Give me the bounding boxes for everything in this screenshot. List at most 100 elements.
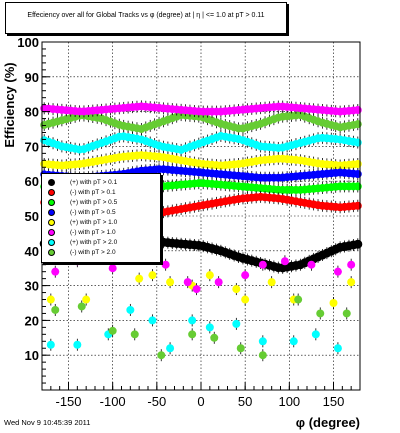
sparse-point <box>51 265 60 278</box>
legend-label: (+) with pT > 0.5 <box>70 199 118 206</box>
data-point <box>353 138 362 147</box>
x-tick-label: 0 <box>197 394 204 409</box>
sparse-point <box>333 265 342 278</box>
data-point <box>241 295 250 304</box>
data-point <box>316 309 325 318</box>
y-tick-label: 70 <box>25 139 39 154</box>
y-tick-label: 30 <box>25 279 39 294</box>
data-point <box>108 326 117 335</box>
chart-title-box: Effeciency over all for Global Tracks vs… <box>5 2 287 34</box>
data-point <box>166 344 175 353</box>
legend-marker-icon <box>48 249 55 256</box>
sparse-point <box>183 276 192 289</box>
axis-layer: -150 -100 -50 0 50 100 150 10 20 30 40 50 60 70 80 90 10… <box>17 35 361 409</box>
data-point <box>77 302 86 311</box>
data-point <box>289 337 298 346</box>
data-point <box>192 285 201 294</box>
sparse-point <box>108 262 117 275</box>
data-point <box>347 278 356 287</box>
data-point <box>241 271 250 280</box>
data-point <box>73 340 82 349</box>
sparse-point <box>188 314 197 327</box>
y-tick-label: 80 <box>25 105 39 120</box>
data-point <box>333 267 342 276</box>
sparse-point <box>347 258 356 271</box>
sparse-point <box>188 328 197 341</box>
data-point <box>108 264 117 273</box>
data-point <box>232 285 241 294</box>
sparse-point <box>126 303 135 316</box>
sparse-point <box>130 328 139 341</box>
data-point <box>353 182 362 191</box>
sparse-point <box>232 283 241 296</box>
sparse-point <box>148 314 157 327</box>
data-point <box>353 239 363 249</box>
data-point <box>188 330 197 339</box>
data-point <box>307 260 316 269</box>
data-point <box>347 260 356 269</box>
legend-label: (+) with pT > 0.1 <box>70 179 118 186</box>
data-point <box>205 323 214 332</box>
data-point <box>353 159 362 168</box>
y-tick-label: 40 <box>25 244 39 259</box>
sparse-point <box>46 293 55 306</box>
sparse-point <box>241 293 250 306</box>
sparse-point <box>258 258 267 271</box>
timestamp: Wed Nov 9 10:45:39 2011 <box>4 418 91 427</box>
y-tick-label: 10 <box>25 348 39 363</box>
data-point <box>329 299 338 307</box>
y-tick-label: 90 <box>25 70 39 85</box>
data-point <box>353 170 362 179</box>
sparse-point <box>294 293 303 306</box>
y-tick-label: 50 <box>25 209 39 224</box>
data-point <box>353 201 362 210</box>
legend-label: (-) with pT > 0.5 <box>70 209 116 216</box>
x-tick-label: -50 <box>147 394 166 409</box>
data-point <box>183 278 192 287</box>
sparse-point <box>77 300 86 313</box>
sparse-point <box>205 269 214 282</box>
sparse-point <box>329 297 338 309</box>
sparse-point <box>258 349 267 362</box>
data-point <box>161 260 170 269</box>
sparse-point <box>135 272 144 285</box>
sparse-point <box>280 255 289 268</box>
data-point <box>148 271 157 280</box>
sparse-point <box>210 331 219 344</box>
data-point <box>157 351 166 360</box>
data-point <box>258 337 267 346</box>
legend-marker-icon <box>48 219 55 226</box>
data-point <box>280 257 289 266</box>
sparse-point <box>157 349 166 362</box>
data-point <box>166 278 175 287</box>
sparse-point <box>192 283 201 296</box>
sparse-point <box>236 342 245 355</box>
sparse-point <box>108 324 117 337</box>
x-tick-label: -150 <box>55 394 81 409</box>
sparse-point <box>333 342 342 355</box>
data-point <box>135 274 144 283</box>
legend-marker-icon <box>48 209 55 216</box>
sparse-point <box>311 328 320 341</box>
data-point <box>353 120 362 129</box>
sparse-point <box>51 303 60 316</box>
sparse-point <box>214 276 223 289</box>
legend-label: (-) with pT > 0.1 <box>70 189 116 196</box>
sparse-point <box>241 269 250 282</box>
legend-label: (-) with pT > 1.0 <box>70 229 116 236</box>
sparse-point <box>267 276 276 289</box>
y-tick-label: 100 <box>17 35 39 50</box>
sparse-point <box>232 317 241 330</box>
legend-marker-icon <box>48 239 55 246</box>
y-tick-label: 20 <box>25 313 39 328</box>
data-point <box>205 271 214 280</box>
data-point <box>210 333 219 342</box>
data-point <box>51 267 60 276</box>
data-point <box>236 344 245 353</box>
data-point <box>188 316 197 325</box>
legend-marker-icon <box>48 179 55 186</box>
sparse-point <box>205 321 214 334</box>
sparse-point <box>347 276 356 289</box>
legend-marker-icon <box>48 189 55 196</box>
legend-marker-icon <box>48 229 55 236</box>
